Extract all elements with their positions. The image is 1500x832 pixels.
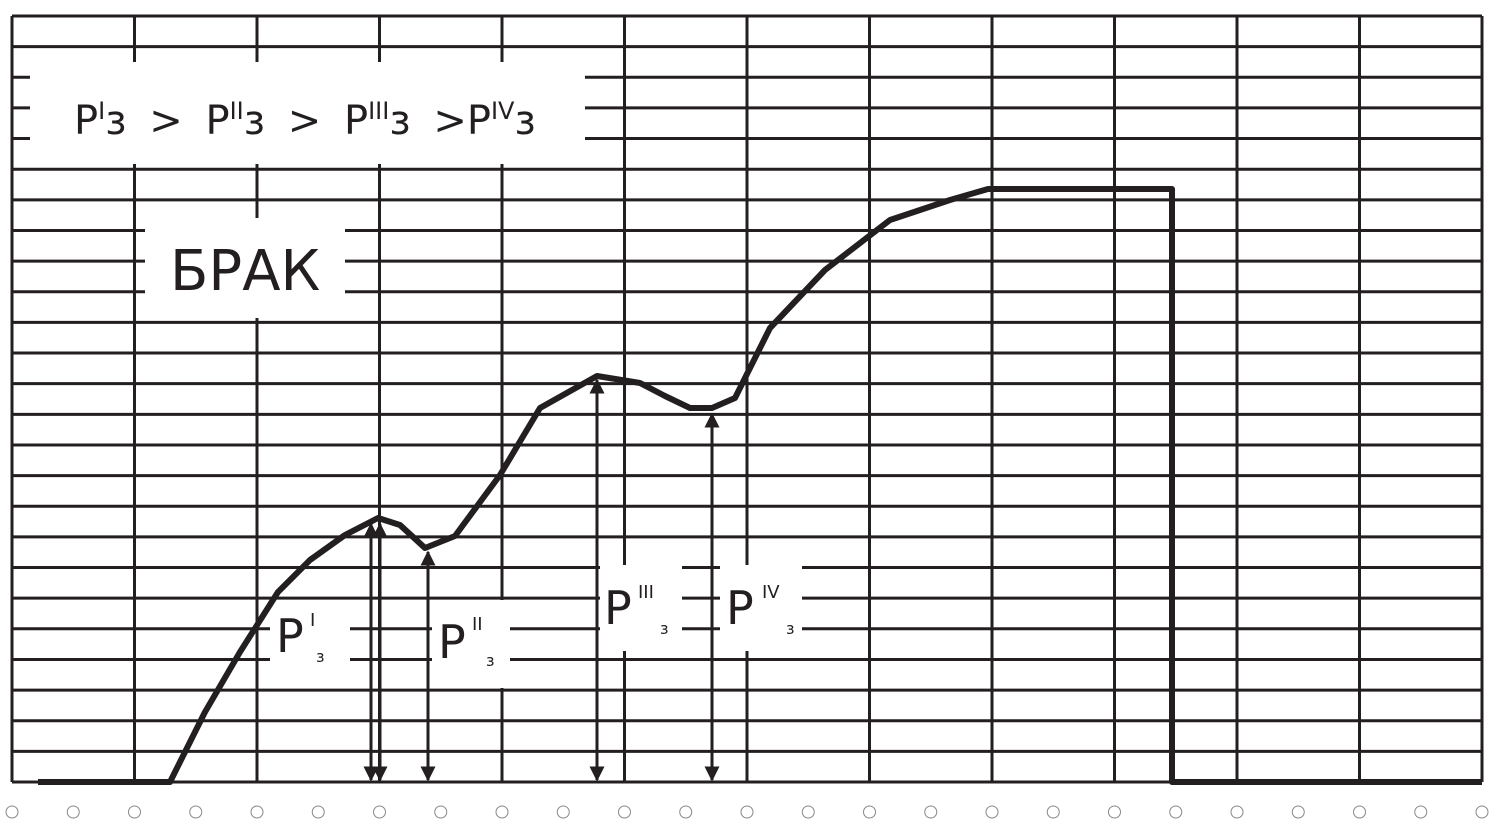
label-subscript: з xyxy=(786,619,795,638)
hole xyxy=(740,805,754,819)
label-symbol: P xyxy=(276,609,304,663)
index: I xyxy=(98,97,105,125)
symbol: P xyxy=(205,98,229,144)
hole xyxy=(1046,805,1060,819)
hole xyxy=(373,805,386,819)
suffix: з xyxy=(514,98,535,144)
hole xyxy=(250,805,264,819)
hole xyxy=(1475,805,1489,819)
hole xyxy=(863,805,876,819)
label-subscript: з xyxy=(486,651,495,670)
label-index: I xyxy=(310,610,315,631)
index: II xyxy=(230,97,244,125)
hole xyxy=(679,805,693,819)
label-subscript: з xyxy=(316,647,325,666)
reject-label: БРАК xyxy=(170,239,320,304)
hole xyxy=(1169,805,1183,819)
label-box xyxy=(270,600,350,666)
hole xyxy=(801,805,815,819)
label-symbol: P xyxy=(438,615,466,669)
hole xyxy=(1108,805,1121,819)
label-box xyxy=(600,565,682,651)
symbol: P xyxy=(74,98,98,144)
suffix: з xyxy=(389,98,410,144)
label-symbol: P xyxy=(604,581,632,635)
label-index: II xyxy=(472,614,483,635)
label-symbol: P xyxy=(726,581,754,635)
label-index: IV xyxy=(762,582,780,603)
formula: PIз > PIIз > PIIIз >PIVз xyxy=(74,97,536,144)
hole xyxy=(1353,805,1366,819)
hole xyxy=(128,805,141,819)
hole xyxy=(1291,805,1305,819)
operator: > xyxy=(433,98,467,144)
index: IV xyxy=(491,97,515,125)
hole xyxy=(556,805,570,819)
label-index: III xyxy=(638,582,654,603)
hole xyxy=(1414,805,1428,819)
hole xyxy=(495,805,509,819)
arrows xyxy=(363,378,720,782)
symbol: P xyxy=(467,98,491,144)
reject-box xyxy=(145,218,345,318)
hole xyxy=(434,805,448,819)
perforation xyxy=(5,805,1489,819)
suffix: з xyxy=(244,98,265,144)
hole xyxy=(311,805,325,819)
hole xyxy=(189,805,203,819)
hole xyxy=(5,805,19,819)
hole xyxy=(1230,805,1244,819)
hole xyxy=(924,805,938,819)
operator: > xyxy=(149,98,183,144)
index: III xyxy=(368,97,389,125)
symbol: P xyxy=(344,98,368,144)
curve xyxy=(38,186,1482,785)
suffix: з xyxy=(105,98,126,144)
hole xyxy=(66,805,80,819)
hole xyxy=(618,805,631,819)
operator: > xyxy=(288,98,322,144)
label-box xyxy=(432,600,510,688)
hole xyxy=(985,805,999,819)
formula-box xyxy=(30,62,585,164)
label-subscript: з xyxy=(660,619,669,638)
label-box xyxy=(720,565,802,651)
